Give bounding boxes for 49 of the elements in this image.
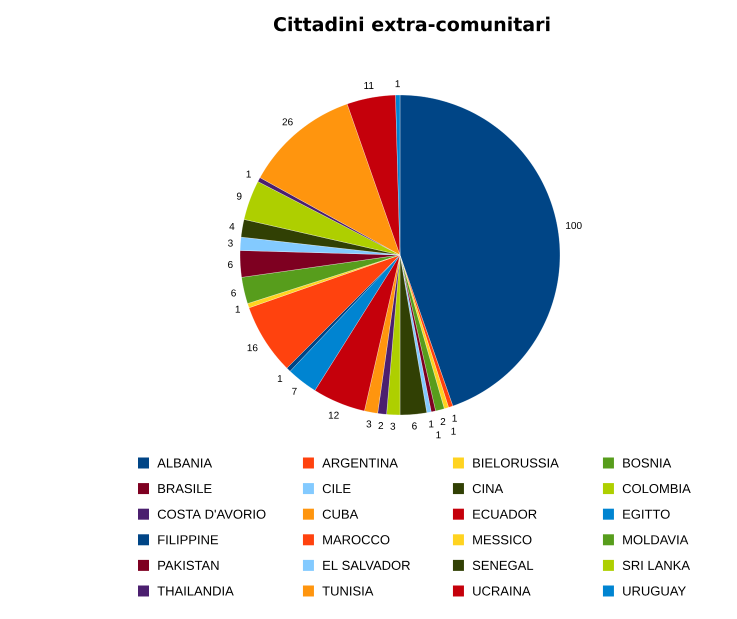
legend-label: TUNISIA — [322, 586, 374, 596]
legend-label: BOSNIA — [623, 458, 672, 468]
data-label: 6 — [412, 422, 417, 430]
data-label: 6 — [231, 289, 236, 297]
data-label: 2 — [440, 418, 446, 426]
legend-label: URUGUAY — [623, 586, 686, 596]
legend-label: FILIPPINE — [158, 535, 218, 544]
legend-label: BIELORUSSIA — [473, 458, 559, 468]
legend-label: EGITTO — [623, 510, 670, 519]
legend-label: MOLDAVIA — [623, 535, 688, 544]
data-label: 9 — [236, 192, 242, 200]
data-label: 26 — [282, 118, 293, 126]
data-label: 11 — [364, 82, 374, 89]
data-label: 16 — [248, 344, 258, 352]
legend-label: MESSICO — [473, 535, 532, 544]
data-label: 1 — [278, 375, 282, 382]
data-label: 7 — [292, 388, 297, 395]
legend-label: SRI LANKA — [622, 560, 690, 570]
legend-label: COSTA D'AVORIO — [158, 510, 266, 519]
legend-label: COLOMBIA — [622, 484, 691, 494]
data-label: 3 — [228, 240, 233, 247]
data-label: 6 — [228, 260, 233, 268]
data-label: 1 — [246, 170, 251, 178]
data-label: 2 — [378, 422, 384, 430]
data-label: 1 — [452, 414, 457, 422]
legend-label: ALBANIA — [157, 458, 212, 468]
legend-label: CINA — [472, 484, 504, 494]
data-label: 1 — [451, 428, 456, 435]
legend-label: UCRAINA — [473, 586, 531, 596]
data-label: 1 — [396, 80, 400, 88]
legend-label: CILE — [322, 484, 350, 494]
data-label: 3 — [390, 422, 396, 430]
data-label: 1 — [236, 306, 240, 313]
data-label: 3 — [366, 420, 372, 428]
data-label: 100 — [566, 222, 582, 230]
legend-label: MAROCCO — [323, 535, 390, 544]
legend-label: PAKISTAN — [158, 560, 219, 570]
legend-label: BRASILE — [158, 484, 212, 494]
data-label: 1 — [429, 420, 434, 428]
legend-label: THAILANDIA — [158, 586, 234, 596]
legend-label: ARGENTINA — [322, 458, 398, 468]
legend-label: SENEGAL — [472, 560, 534, 570]
legend-label: EL SALVADOR — [323, 560, 410, 570]
data-label: 4 — [229, 222, 234, 230]
data-label: 1 — [436, 431, 441, 438]
legend-label: ECUADOR — [473, 510, 537, 519]
chart-title: Cittadini extra-comunitari — [274, 16, 550, 32]
data-label: 12 — [328, 412, 339, 419]
legend-label: CUBA — [322, 510, 358, 519]
